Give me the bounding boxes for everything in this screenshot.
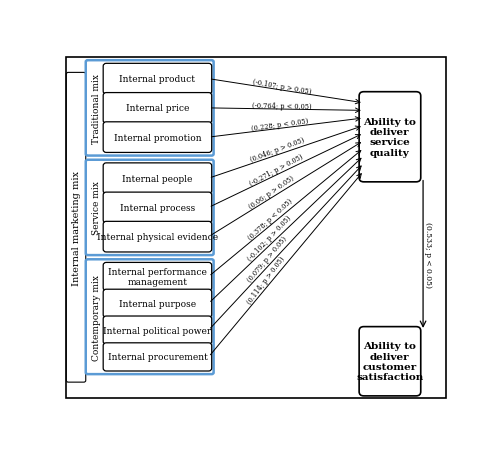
Text: Internal physical evidence: Internal physical evidence [97, 233, 218, 242]
Text: (-0.764; p < 0.05): (-0.764; p < 0.05) [252, 101, 312, 110]
FancyBboxPatch shape [103, 193, 212, 223]
Text: Internal people: Internal people [122, 174, 192, 183]
Text: Internal promotion: Internal promotion [114, 133, 201, 143]
Text: Internal marketing mix: Internal marketing mix [72, 170, 80, 285]
Text: (-0.271; p > 0.05): (-0.271; p > 0.05) [248, 152, 304, 187]
Text: Internal product: Internal product [120, 75, 196, 84]
Text: (0.114; p > 0.05): (0.114; p > 0.05) [246, 254, 286, 305]
FancyBboxPatch shape [103, 164, 212, 194]
Text: (-0.107; p > 0.05): (-0.107; p > 0.05) [252, 78, 312, 97]
FancyBboxPatch shape [103, 222, 212, 253]
Text: Ability to
deliver
customer
satisfaction: Ability to deliver customer satisfaction [356, 341, 424, 382]
FancyBboxPatch shape [103, 290, 212, 318]
FancyBboxPatch shape [359, 92, 420, 183]
Text: Ability to
deliver
service
quality: Ability to deliver service quality [364, 117, 416, 157]
FancyBboxPatch shape [103, 64, 212, 95]
FancyBboxPatch shape [86, 61, 214, 156]
Text: Internal political power: Internal political power [104, 326, 212, 335]
Text: Internal price: Internal price [126, 104, 189, 113]
Text: Internal procurement: Internal procurement [108, 353, 208, 362]
FancyBboxPatch shape [359, 327, 420, 396]
Text: Service mix: Service mix [92, 181, 102, 235]
Text: (0.06; p > 0.05): (0.06; p > 0.05) [248, 174, 296, 210]
Text: Contemporary mix: Contemporary mix [92, 274, 102, 360]
Text: Internal performance
management: Internal performance management [108, 267, 207, 286]
FancyBboxPatch shape [86, 260, 214, 374]
FancyBboxPatch shape [66, 73, 86, 382]
Text: (0.079; p > 0.05): (0.079; p > 0.05) [246, 235, 288, 284]
FancyBboxPatch shape [103, 123, 212, 153]
Text: Internal purpose: Internal purpose [119, 299, 196, 308]
Text: Internal process: Internal process [120, 203, 195, 212]
Text: Traditional mix: Traditional mix [92, 74, 102, 143]
Text: (0.378; p < 0.05): (0.378; p < 0.05) [246, 197, 294, 241]
FancyBboxPatch shape [103, 343, 212, 371]
FancyBboxPatch shape [103, 316, 212, 345]
FancyBboxPatch shape [103, 93, 212, 124]
FancyBboxPatch shape [86, 161, 214, 256]
Text: (0.533; p < 0.05): (0.533; p < 0.05) [424, 222, 432, 288]
Text: (0.046; p > 0.05): (0.046; p > 0.05) [249, 136, 306, 164]
Text: (-0.102; p > 0.05): (-0.102; p > 0.05) [246, 214, 293, 262]
Text: (0.228; p < 0.05): (0.228; p < 0.05) [251, 117, 309, 133]
FancyBboxPatch shape [103, 263, 212, 291]
